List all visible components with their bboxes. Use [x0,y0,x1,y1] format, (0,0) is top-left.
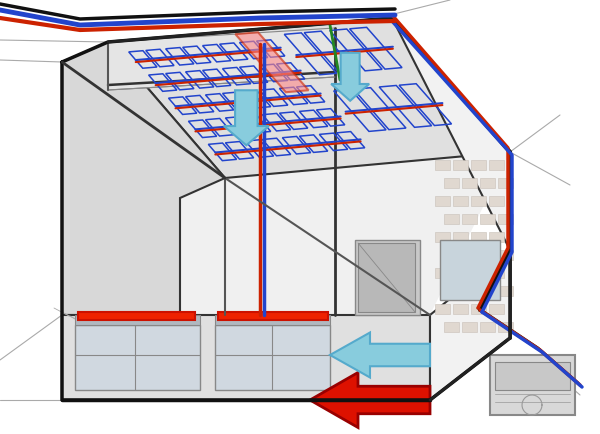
Polygon shape [480,322,495,332]
Polygon shape [498,322,513,332]
Polygon shape [471,196,486,206]
Polygon shape [489,304,504,314]
Polygon shape [435,268,450,278]
Polygon shape [435,160,450,170]
Polygon shape [462,214,477,224]
Polygon shape [355,240,420,315]
Polygon shape [480,214,495,224]
Polygon shape [480,178,495,188]
Polygon shape [453,232,468,242]
Polygon shape [462,286,477,296]
Polygon shape [444,178,459,188]
Polygon shape [498,286,513,296]
Polygon shape [489,196,504,206]
Polygon shape [471,232,486,242]
Polygon shape [62,18,510,315]
Polygon shape [490,355,575,415]
Polygon shape [444,250,459,260]
Polygon shape [358,243,415,312]
Polygon shape [218,312,328,320]
Polygon shape [480,286,495,296]
Polygon shape [444,214,459,224]
Polygon shape [330,332,430,378]
Polygon shape [108,18,510,178]
Polygon shape [440,240,500,300]
Polygon shape [495,362,570,390]
Polygon shape [453,304,468,314]
Polygon shape [310,372,430,427]
Polygon shape [235,32,308,92]
Polygon shape [435,232,450,242]
Polygon shape [62,42,225,315]
Polygon shape [435,304,450,314]
Polygon shape [498,178,513,188]
Polygon shape [453,160,468,170]
Polygon shape [78,312,195,320]
Polygon shape [453,268,468,278]
Polygon shape [435,196,450,206]
Polygon shape [462,250,477,260]
Polygon shape [224,90,269,145]
Polygon shape [471,304,486,314]
Polygon shape [444,322,459,332]
Polygon shape [462,322,477,332]
Polygon shape [215,315,330,325]
Polygon shape [75,325,200,390]
Polygon shape [489,268,504,278]
Polygon shape [62,315,430,400]
Polygon shape [331,53,369,101]
Polygon shape [471,268,486,278]
Polygon shape [444,286,459,296]
Polygon shape [498,214,513,224]
Polygon shape [489,232,504,242]
Polygon shape [453,196,468,206]
Polygon shape [215,325,330,390]
Polygon shape [75,315,200,325]
Polygon shape [480,250,495,260]
Polygon shape [498,250,513,260]
Polygon shape [489,160,504,170]
Polygon shape [462,178,477,188]
Polygon shape [108,28,335,90]
Polygon shape [471,160,486,170]
Polygon shape [392,18,510,400]
